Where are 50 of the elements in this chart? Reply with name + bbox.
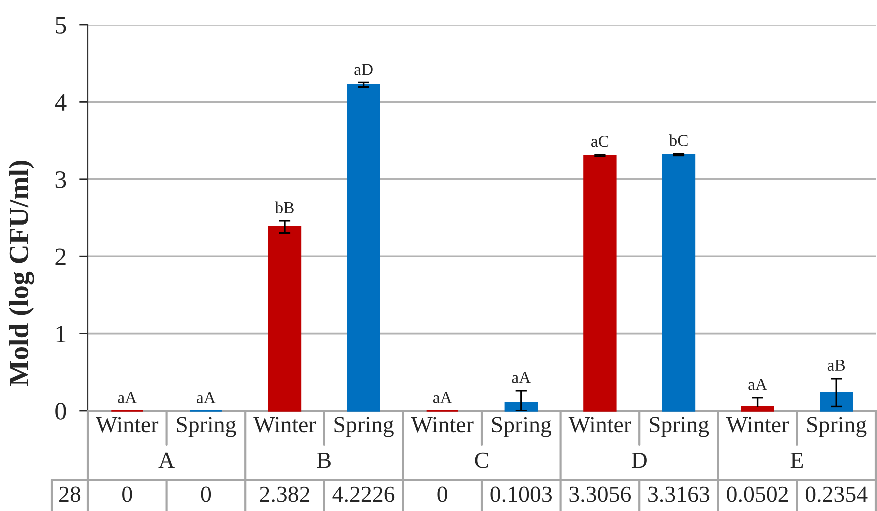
bar: [347, 84, 380, 412]
x-tick-label: Winter: [726, 417, 789, 433]
y-axis-title: Mold (log CFU/ml): [9, 161, 34, 386]
data-label: 0: [438, 486, 448, 502]
text: C: [475, 452, 488, 468]
x-tick-label: Spring: [334, 417, 394, 438]
annotation: bB: [275, 202, 294, 214]
annotation: aC: [592, 136, 609, 148]
y-tick-label: 5: [56, 17, 66, 34]
x-tick-label: Spring: [808, 417, 867, 438]
y-tick-label: 0: [56, 403, 66, 420]
text: 28: [60, 486, 81, 502]
x-tick-label: Winter: [96, 417, 159, 433]
y-tick-label: 1: [56, 326, 66, 342]
annotation: aB: [828, 360, 846, 372]
bar: [820, 392, 854, 412]
text: E: [790, 453, 804, 468]
annotation: aD: [354, 64, 373, 76]
bar: [662, 154, 696, 412]
annotation: aA: [197, 392, 216, 404]
x-tick-label: Winter: [411, 417, 474, 433]
bar: [504, 402, 538, 412]
data-label: 0.1003: [490, 486, 552, 502]
x-tick-label: Spring: [177, 417, 236, 438]
data-label: 0: [201, 486, 212, 502]
data-label: 3.3056: [570, 486, 632, 502]
annotation: aA: [512, 372, 531, 384]
annotation: aA: [118, 392, 137, 404]
x-tick-label: Winter: [254, 417, 316, 433]
data-label: 4.2226: [332, 486, 395, 502]
text: D: [632, 453, 647, 468]
y-tick-label: 2: [56, 248, 66, 266]
bar: [584, 154, 617, 412]
annotation: aA: [433, 392, 452, 404]
data-label: 2.382: [260, 486, 310, 502]
data-label: 0.2354: [806, 486, 868, 502]
data-label: 3.3163: [648, 486, 710, 502]
bar: [741, 406, 774, 412]
y-tick-label: 4: [55, 94, 67, 111]
bar: [268, 226, 302, 412]
annotation: aA: [748, 379, 768, 390]
annotation: bC: [669, 134, 688, 146]
x-tick-label: Spring: [650, 417, 710, 438]
y-tick-label: 3: [56, 172, 66, 188]
x-tick-label: Spring: [492, 417, 552, 438]
x-tick-label: Winter: [568, 417, 632, 433]
data-label: 0: [122, 486, 132, 502]
data-label: 0.0502: [727, 486, 788, 502]
text: A: [158, 452, 175, 468]
text: B: [317, 453, 331, 468]
